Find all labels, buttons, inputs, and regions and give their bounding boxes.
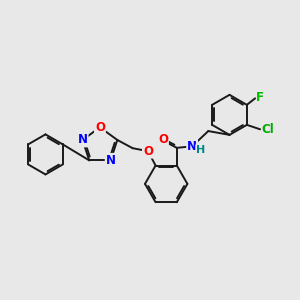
Text: Cl: Cl — [262, 123, 274, 136]
Text: N: N — [187, 140, 197, 153]
Text: H: H — [196, 145, 205, 155]
Text: N: N — [106, 154, 116, 167]
Text: O: O — [95, 121, 105, 134]
Text: F: F — [256, 91, 264, 104]
Text: O: O — [143, 145, 153, 158]
Text: O: O — [158, 134, 168, 146]
Text: N: N — [78, 134, 88, 146]
